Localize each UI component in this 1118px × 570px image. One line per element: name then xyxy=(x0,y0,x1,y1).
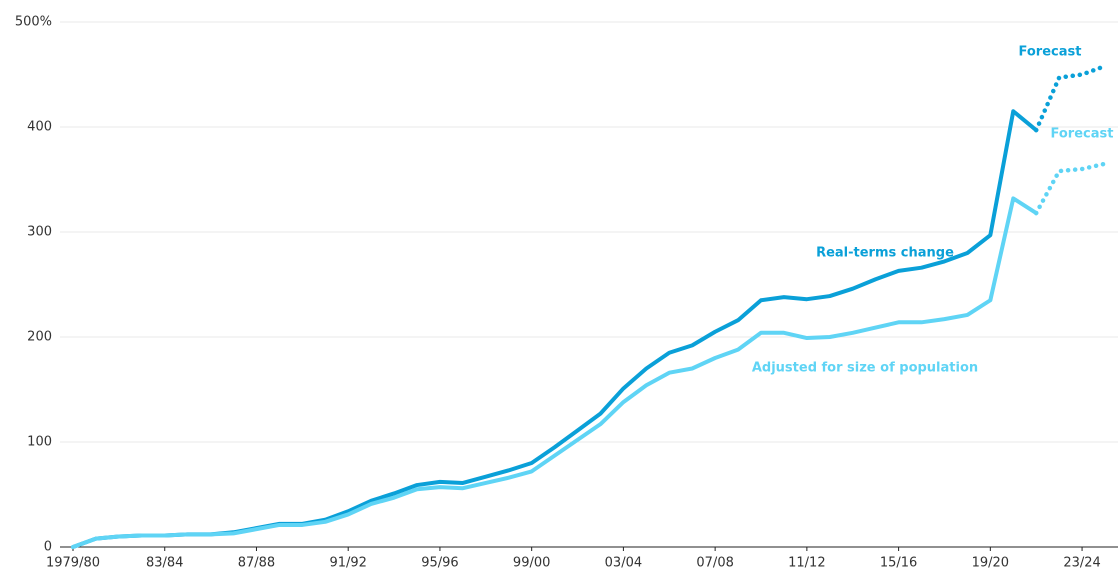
x-tick-label: 11/12 xyxy=(788,556,825,570)
x-tick-label: 19/20 xyxy=(972,556,1009,570)
x-tick-label: 23/24 xyxy=(1063,556,1100,570)
x-tick-label: 03/04 xyxy=(605,556,642,570)
y-tick-label: 0 xyxy=(44,540,52,555)
x-tick-label: 87/88 xyxy=(238,556,275,570)
x-tick-label: 1979/80 xyxy=(46,556,100,570)
forecast-label: Forecast xyxy=(1051,127,1114,142)
x-tick-label: 07/08 xyxy=(696,556,733,570)
series-label: Adjusted for size of population xyxy=(752,361,978,376)
forecast-line xyxy=(1033,63,1108,133)
x-tick-label: 99/00 xyxy=(513,556,550,570)
forecast-label: Forecast xyxy=(1019,45,1082,60)
y-tick-label: 100 xyxy=(27,435,52,450)
y-tick-label: 300 xyxy=(27,225,52,240)
forecast-line xyxy=(1033,161,1108,216)
y-tick-label: 500% xyxy=(15,15,52,30)
y-tick-label: 400 xyxy=(27,120,52,135)
line-series xyxy=(71,196,1039,549)
x-tick-label: 83/84 xyxy=(146,556,183,570)
y-tick-label: 200 xyxy=(27,330,52,345)
x-tick-label: 95/96 xyxy=(421,556,458,570)
x-tick-label: 15/16 xyxy=(880,556,917,570)
x-tick-label: 91/92 xyxy=(329,556,366,570)
line-series xyxy=(71,109,1039,549)
series-label: Real-terms change xyxy=(816,246,954,261)
